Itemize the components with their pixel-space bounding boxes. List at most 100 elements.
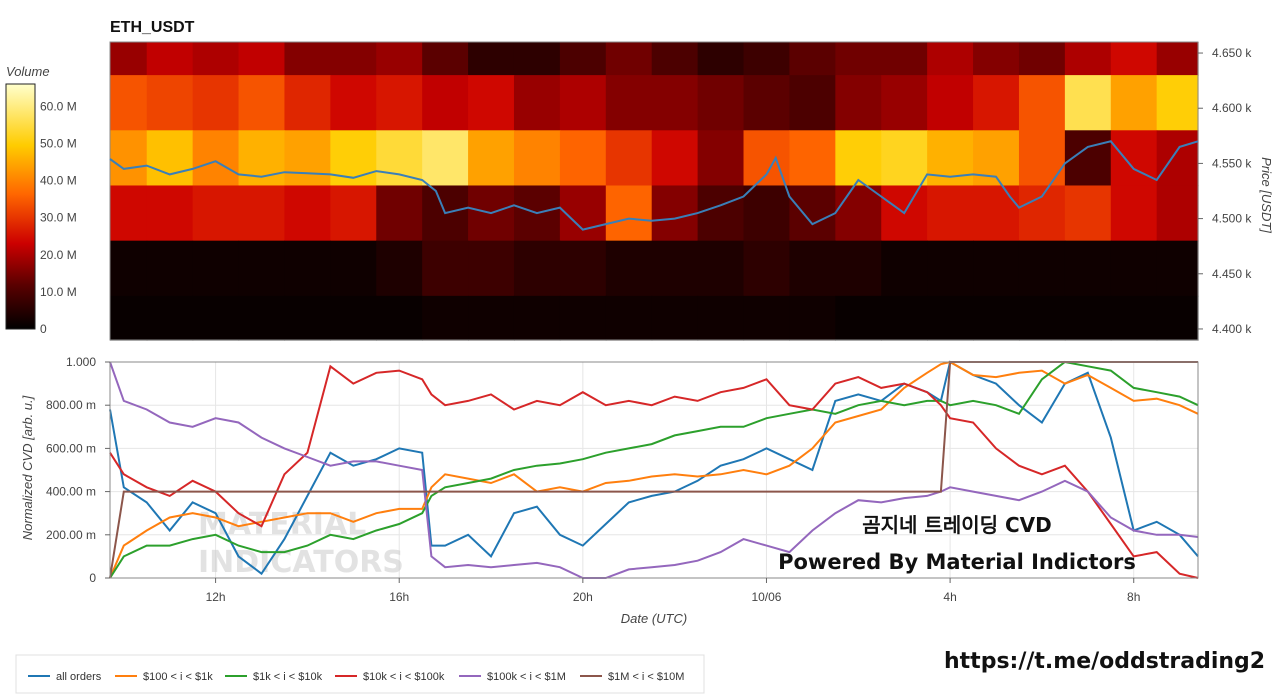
heatmap-cell [881, 240, 928, 297]
heatmap-cell [1110, 75, 1158, 131]
heatmap-cell [743, 185, 791, 242]
heatmap-cell [651, 185, 699, 242]
heatmap-cell [789, 42, 836, 76]
heatmap-cell [1018, 185, 1066, 242]
cvd-x-tick-label: 12h [206, 590, 226, 604]
heatmap-cell [927, 42, 974, 76]
heatmap-cell [146, 295, 194, 341]
heatmap-cell [192, 240, 240, 297]
heatmap-cell [881, 295, 928, 341]
cvd-y-tick-label: 600.00 m [46, 441, 96, 455]
heatmap-cell [513, 75, 561, 131]
heatmap-cell [284, 42, 331, 76]
cvd-x-tick-label: 20h [573, 590, 593, 604]
heatmap-cell [330, 185, 377, 242]
heatmap-cell [192, 130, 240, 187]
cvd-y-tick-label: 200.00 m [46, 528, 96, 542]
heatmap-cell [1110, 185, 1158, 242]
heatmap-cell [605, 295, 653, 341]
heatmap-cell [468, 240, 515, 297]
heatmap-cell [743, 75, 791, 131]
heatmap-cell [376, 42, 423, 76]
heatmap-cell [330, 240, 377, 297]
heatmap-cell [468, 75, 515, 131]
heatmap-cell [835, 42, 882, 76]
heatmap-cell [1064, 240, 1112, 297]
heatmap-cell [1156, 185, 1199, 242]
cvd-frame [109, 361, 1199, 579]
heatmap [110, 42, 1199, 341]
heatmap-cell [835, 75, 882, 131]
heatmap-cell [835, 295, 882, 341]
heatmap-cell [284, 185, 331, 242]
heatmap-cell [284, 130, 331, 187]
heatmap-cell [559, 240, 607, 297]
heatmap-cell [192, 295, 240, 341]
heatmap-cell [376, 75, 423, 131]
heatmap-cell [651, 295, 699, 341]
heatmap-cell [284, 75, 331, 131]
heatmap-cell [651, 42, 699, 76]
heatmap-cell [651, 130, 699, 187]
colorbar-tick-label: 50.0 M [40, 136, 77, 150]
heatmap-cell [1156, 42, 1199, 76]
cvd-y-tick-label: 400.00 m [46, 485, 96, 499]
heatmap-cell [789, 75, 836, 131]
heatmap-cell [835, 185, 882, 242]
heatmap-cell [110, 240, 148, 297]
heatmap-cell [743, 295, 791, 341]
heatmap-cell [835, 130, 882, 187]
heatmap-cell [238, 240, 286, 297]
heatmap-cell [422, 240, 469, 297]
colorbar [5, 83, 36, 330]
price-line [109, 140, 1199, 231]
overlay-subtitle: Powered By Material Indictors [778, 550, 1136, 574]
heatmap-cell [146, 42, 194, 76]
heatmap-cell [238, 42, 286, 76]
price-axis: 4.400 k 4.450 k 4.500 k 4.550 k 4.600 k 4.650… [1198, 46, 1252, 336]
colorbar-tick-label: 30.0 M [40, 211, 77, 225]
heatmap-cell [1064, 75, 1112, 131]
colorbar-ticks: 0 10.0 M 20.0 M 30.0 M 40.0 M 50.0 M 60.0 M [40, 99, 77, 336]
heatmap-cell [605, 240, 653, 297]
svg-text:INDICATORS: INDICATORS [198, 545, 404, 580]
heatmap-cell [1110, 42, 1158, 76]
heatmap-cell [1018, 130, 1066, 187]
colorbar-tick-label: 0 [40, 322, 47, 336]
heatmap-cell [468, 42, 515, 76]
heatmap-cell [697, 240, 745, 297]
heatmap-cell [1018, 75, 1066, 131]
heatmap-cell [1064, 295, 1112, 341]
price-axis-title: Price [USDT] [1259, 157, 1274, 233]
heatmap-cell [238, 185, 286, 242]
heatmap-cell [927, 185, 974, 242]
heatmap-cell [927, 295, 974, 341]
legend-items: all orders $100 < i < $1k $1k < i < $10k $1… [28, 671, 684, 683]
heatmap-cell [376, 185, 423, 242]
heatmap-cell [284, 240, 331, 297]
heatmap-cell [1018, 295, 1066, 341]
heatmap-cell [110, 75, 148, 131]
heatmap-cell [559, 185, 607, 242]
heatmap-cell [973, 185, 1020, 242]
heatmap-cell [697, 295, 745, 341]
heatmap-cell [927, 130, 974, 187]
heatmap-cell [1110, 295, 1158, 341]
legend-label: $10k < i < $100k [363, 671, 445, 683]
cvd-y-tick-label: 0 [89, 571, 96, 585]
colorbar-tick-label: 20.0 M [40, 248, 77, 262]
cvd-series-line [109, 361, 1199, 579]
cvd-x-axis: 12h 16h 20h 10/06 4h 8h [206, 578, 1140, 604]
heatmap-cell [605, 42, 653, 76]
heatmap-cell [697, 185, 745, 242]
heatmap-cell [789, 295, 836, 341]
heatmap-cell [146, 240, 194, 297]
cvd-series-line [109, 364, 1199, 579]
cvd-series-line [109, 360, 1199, 576]
heatmap-cell [513, 295, 561, 341]
heatmap-cell [468, 130, 515, 187]
heatmap-cell [513, 240, 561, 297]
price-tick-label: 4.650 k [1212, 46, 1252, 60]
telegram-link[interactable]: https://t.me/oddstrading2 [944, 649, 1265, 674]
